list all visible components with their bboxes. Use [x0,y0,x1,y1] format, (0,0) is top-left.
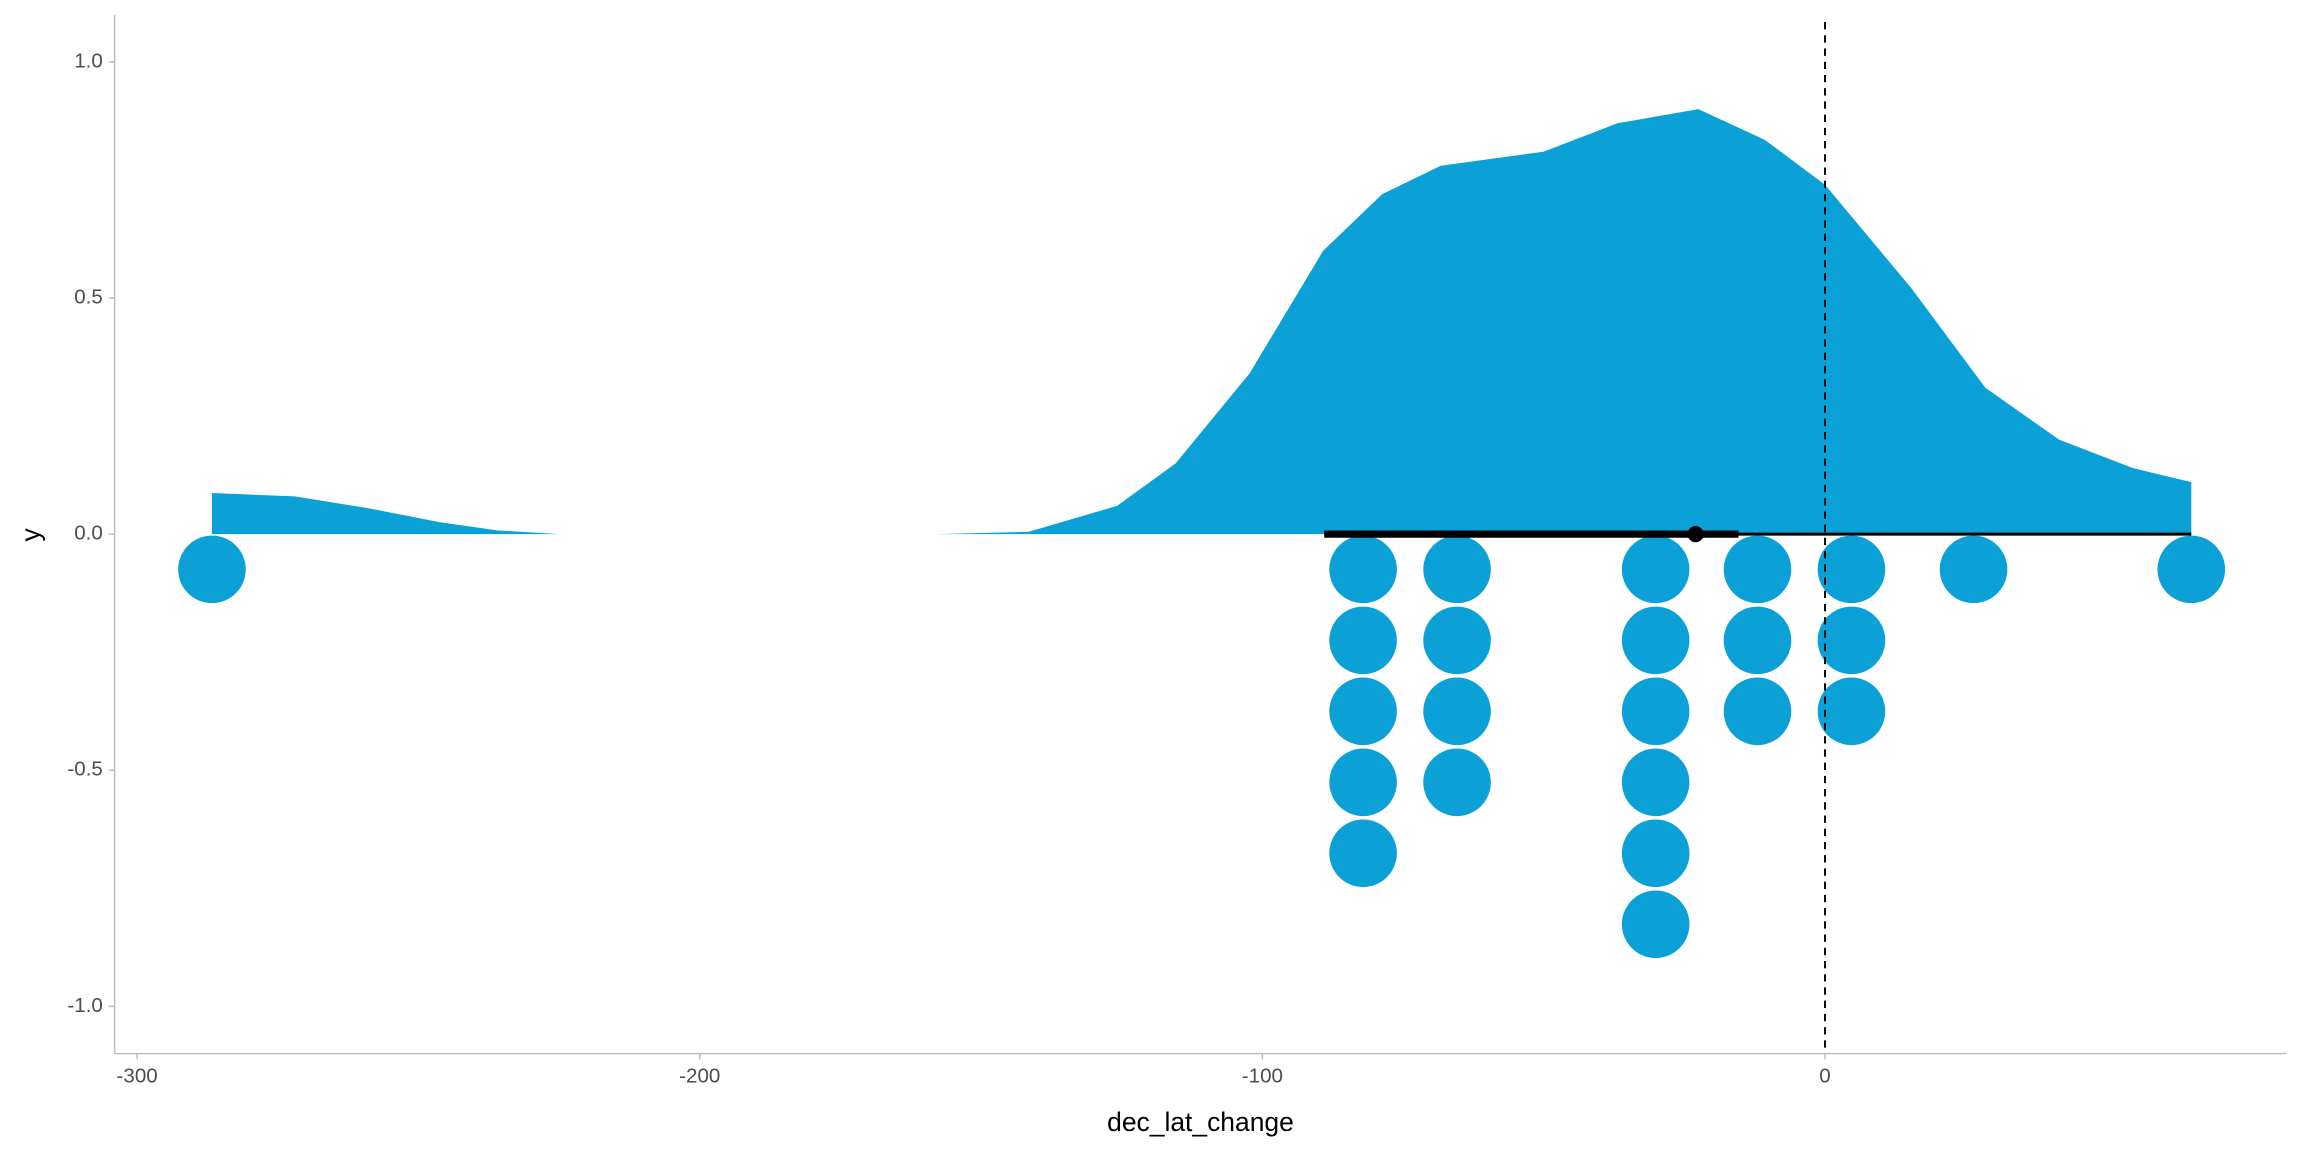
dot [1723,606,1792,675]
density-area [211,109,2192,535]
dot [1817,535,1886,604]
dot [1723,677,1792,746]
dot [1423,677,1491,746]
dot [1939,535,2008,604]
x-tick-label: -100 [1242,1064,1283,1087]
dot [1621,677,1690,746]
x-tick-label: 0 [1819,1064,1830,1087]
dot [1423,535,1491,604]
dot [1423,606,1491,675]
dot [1329,748,1397,817]
y-tick-label: -1.0 [67,994,102,1017]
dot [1621,535,1690,604]
dot [1621,748,1690,817]
dot [1723,535,1792,604]
x-tick-label: -200 [679,1064,720,1087]
y-tick-label: 0.5 [74,285,103,308]
dot [1423,748,1491,817]
dot [178,535,246,604]
y-tick-label: 0.0 [74,522,103,545]
x-axis-title: dec_lat_change [1107,1107,1294,1137]
dot [1329,535,1397,604]
dot [1329,819,1397,888]
y-axis-title: y [15,527,45,541]
dot [1621,890,1690,959]
y-tick-label: 1.0 [74,49,103,72]
dot [1621,606,1690,675]
dot [1621,819,1690,888]
dot [1329,677,1397,746]
dot [1329,606,1397,675]
y-tick-label: -0.5 [67,758,102,781]
dot [1817,677,1886,746]
point-estimate [1687,526,1704,543]
dot [2157,535,2226,604]
x-tick-label: -300 [117,1064,158,1087]
dot [1817,606,1886,675]
